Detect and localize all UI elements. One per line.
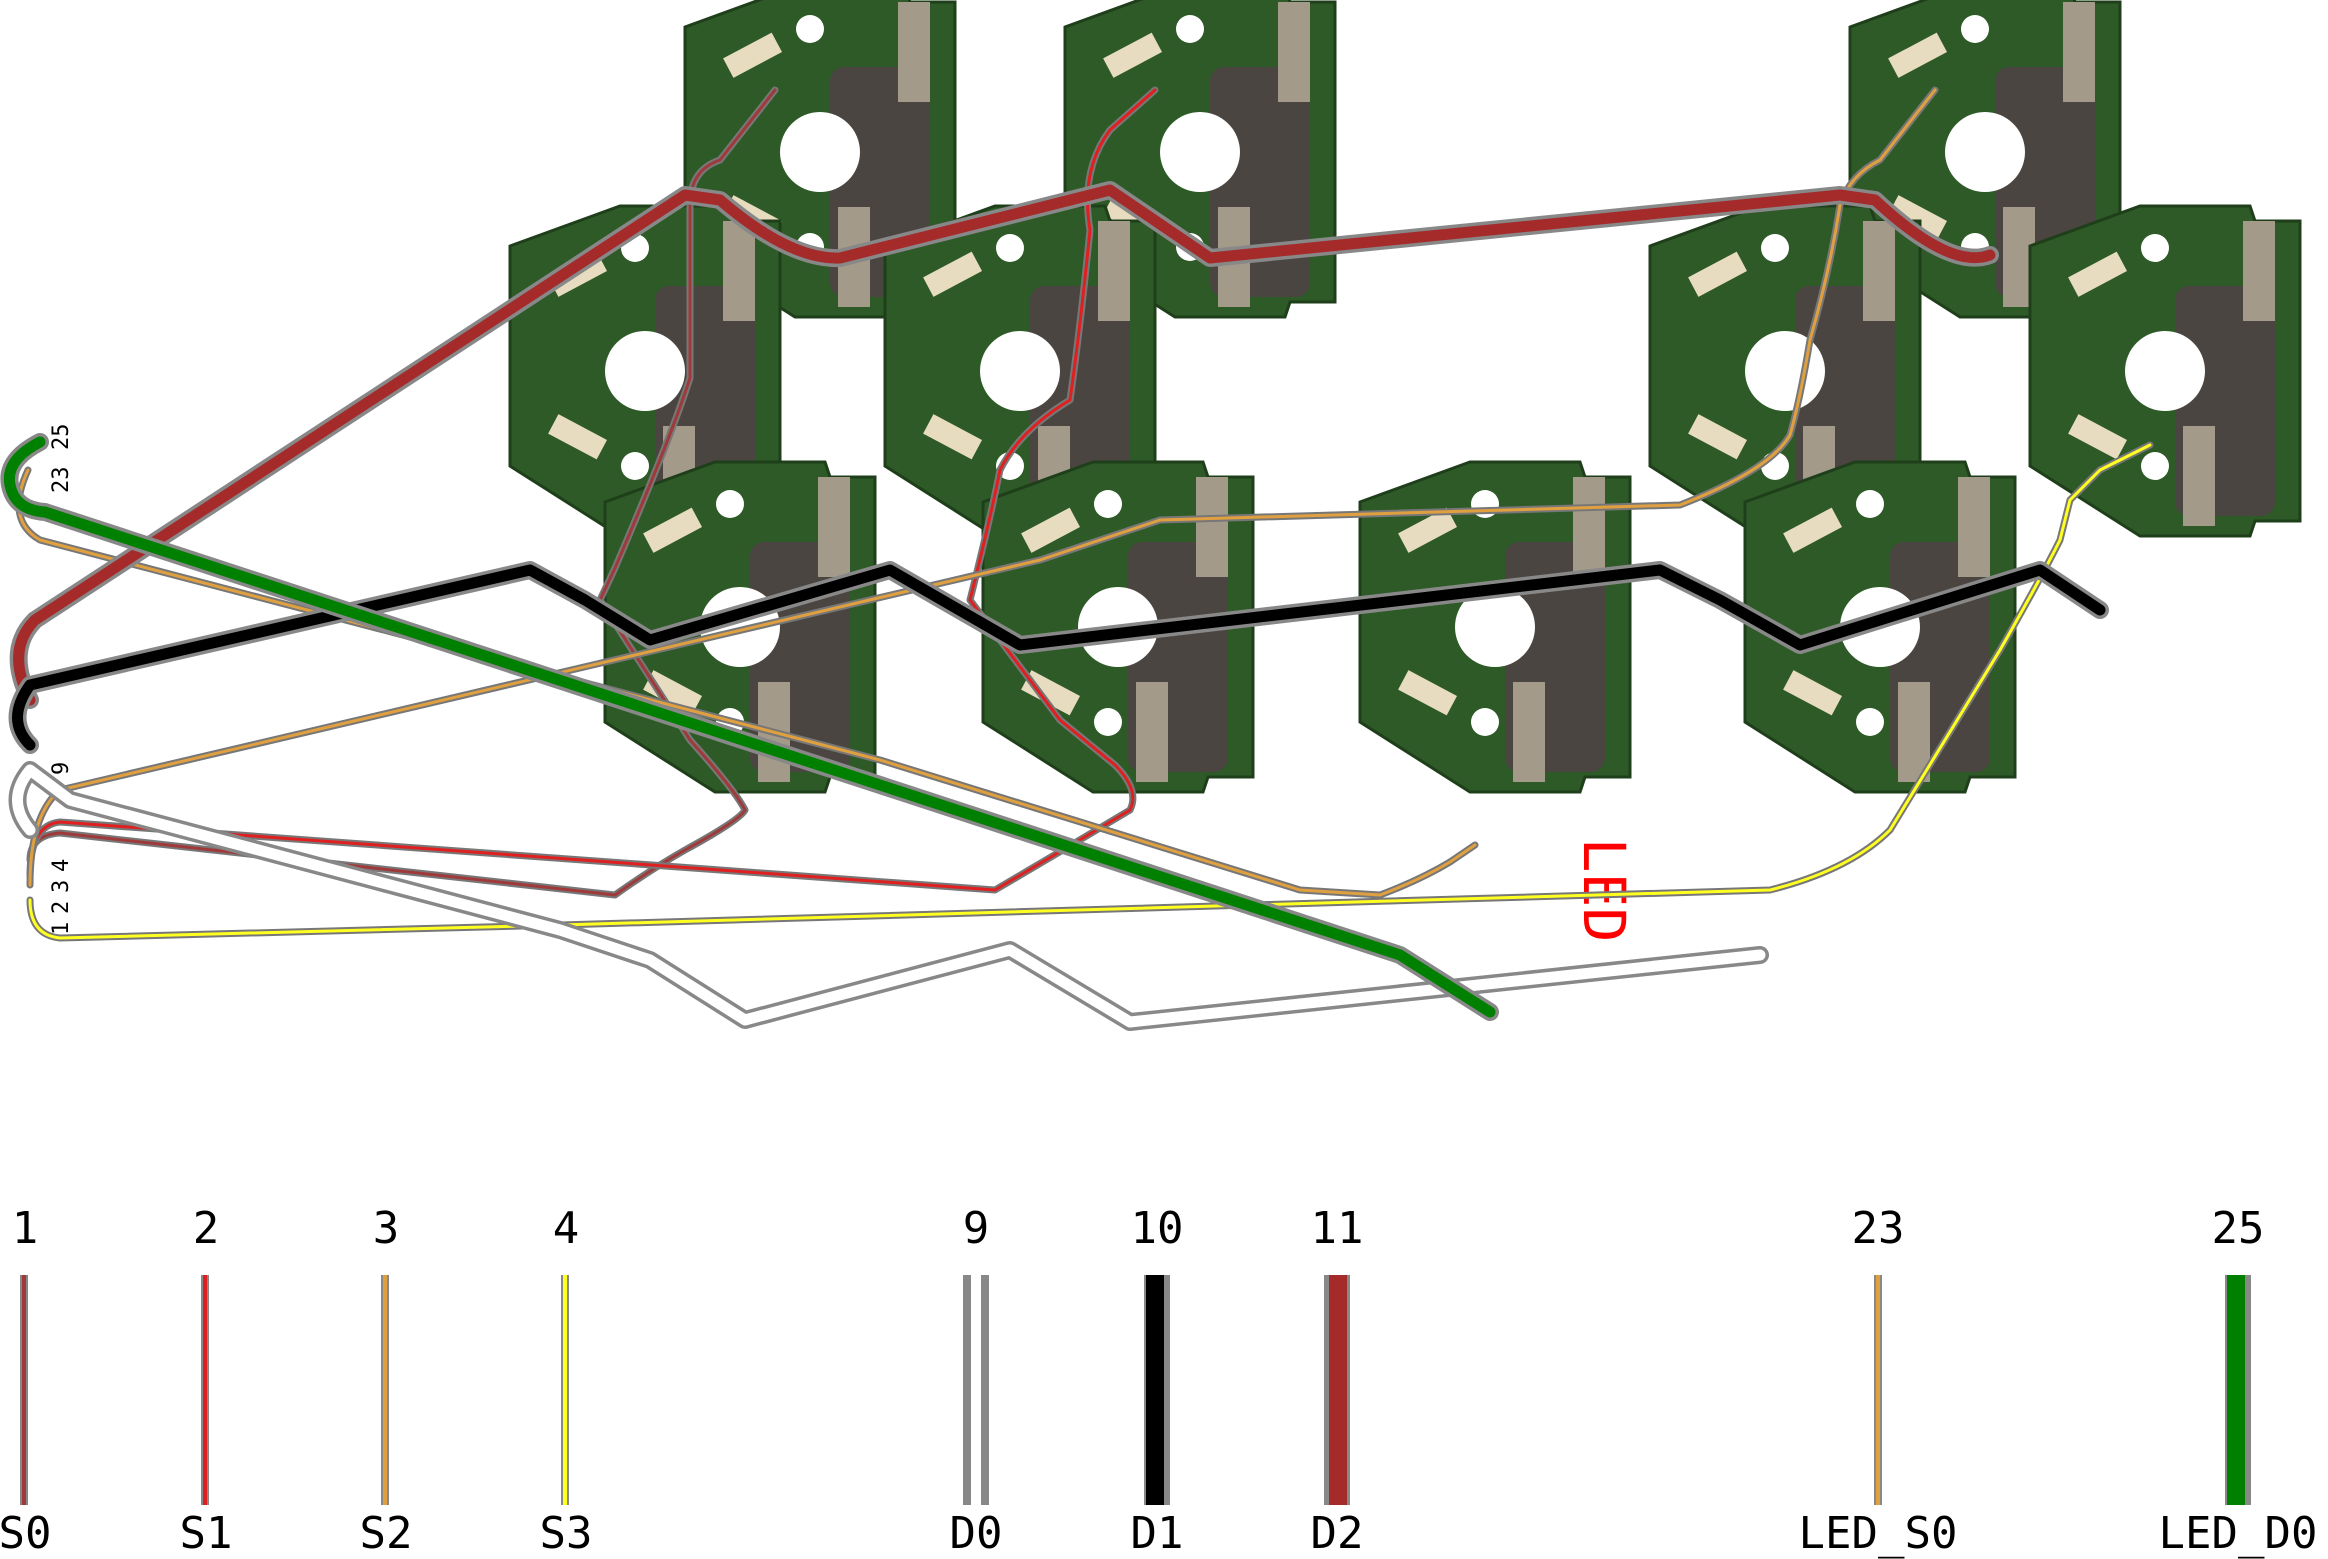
legend-name: S1 bbox=[180, 1508, 233, 1559]
connector-labels: 25 23 9 4 3 2 1 bbox=[49, 424, 74, 936]
connector-label-1: 1 bbox=[49, 922, 74, 935]
legend-item-led-s0: 23 LED_S0 bbox=[1799, 1203, 1958, 1559]
legend-item-d0: 9 D0 bbox=[950, 1203, 1003, 1559]
wire-d0 bbox=[8, 761, 1769, 1031]
legend-item-led-d0: 25 LED_D0 bbox=[2159, 1203, 2318, 1559]
legend-pin: 23 bbox=[1852, 1203, 1905, 1254]
legend-item-s2: 3 S2 bbox=[360, 1203, 413, 1559]
legend-item-d2: 11 D2 bbox=[1311, 1203, 1364, 1559]
connector-label-25: 25 bbox=[49, 424, 74, 451]
legend-pin: 1 bbox=[12, 1203, 39, 1254]
legend-pin: 25 bbox=[2212, 1203, 2265, 1254]
wire-led-d0 bbox=[0, 433, 1499, 1021]
legend-pin: 2 bbox=[193, 1203, 220, 1254]
switch-footprints bbox=[508, 0, 2302, 794]
legend-pin: 3 bbox=[373, 1203, 400, 1254]
legend-item-s0: 1 S0 bbox=[0, 1203, 51, 1559]
legend-name: S2 bbox=[360, 1508, 413, 1559]
connector-label-23: 23 bbox=[49, 467, 74, 494]
wire-s0 bbox=[26, 86, 779, 899]
legend-item-d1: 10 D1 bbox=[1131, 1203, 1184, 1559]
legend-pin: 9 bbox=[963, 1203, 990, 1254]
led-label: LED bbox=[1570, 838, 1638, 943]
wire-d1 bbox=[8, 561, 2109, 754]
wire-d2 bbox=[9, 181, 1999, 709]
legend-name: LED_S0 bbox=[1799, 1508, 1958, 1559]
connector-label-3: 3 bbox=[49, 880, 74, 893]
legend-item-s3: 4 S3 bbox=[540, 1203, 593, 1559]
wire-s1 bbox=[26, 86, 1159, 894]
legend-pin: 4 bbox=[553, 1203, 580, 1254]
legend-name: D1 bbox=[1131, 1508, 1184, 1559]
connector-label-9: 9 bbox=[49, 762, 74, 775]
wire-legend: 1 S0 2 S1 3 S2 4 S3 9 bbox=[0, 1203, 2317, 1559]
legend-name: S0 bbox=[0, 1508, 51, 1559]
legend-pin: 10 bbox=[1131, 1203, 1184, 1254]
legend-name: D2 bbox=[1311, 1508, 1364, 1559]
connector-label-2: 2 bbox=[49, 901, 74, 914]
legend-pin: 11 bbox=[1311, 1203, 1364, 1254]
connector-label-4: 4 bbox=[49, 859, 74, 872]
legend-name: S3 bbox=[540, 1508, 593, 1559]
legend-item-s1: 2 S1 bbox=[180, 1203, 233, 1559]
legend-name: D0 bbox=[950, 1508, 1003, 1559]
legend-name: LED_D0 bbox=[2159, 1508, 2318, 1559]
key-switch bbox=[2028, 204, 2302, 538]
